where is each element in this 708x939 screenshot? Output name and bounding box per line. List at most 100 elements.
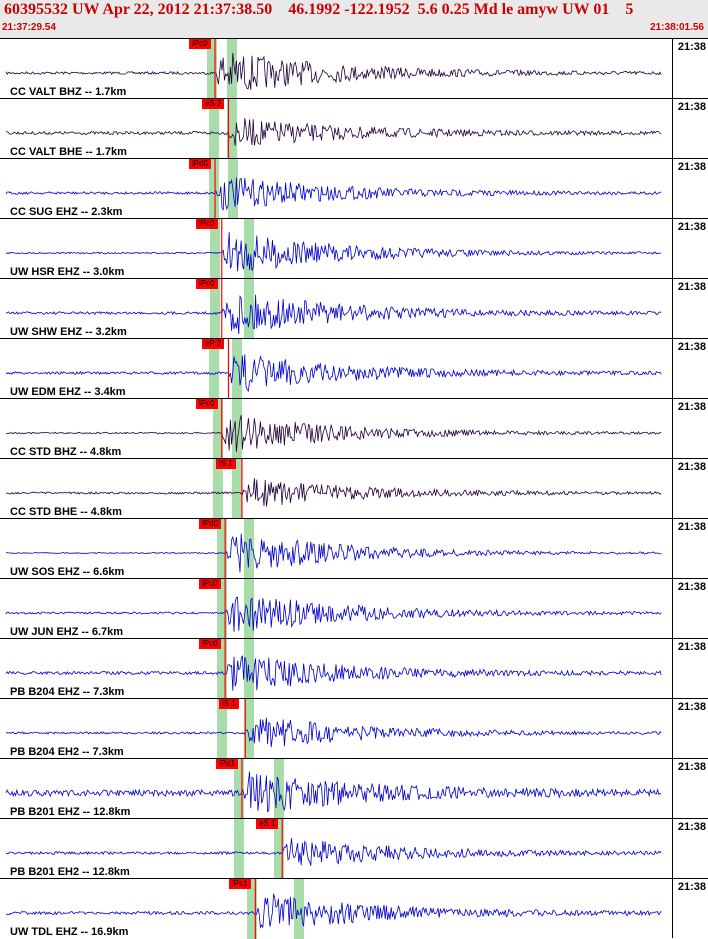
start-time: 21:37:29.54 [2, 22, 56, 33]
panel-time-label: 21:38 [677, 581, 706, 593]
time-window-band [234, 819, 244, 879]
waveform-trace [5, 533, 662, 573]
waveform-trace [5, 232, 662, 272]
channel-panel[interactable]: iPd0 UW SOS EHZ -- 6.6km 21:38 [0, 518, 708, 579]
panel-time-label: 21:38 [677, 701, 706, 713]
time-window-band [234, 759, 244, 819]
waveform-trace [5, 177, 662, 211]
waveform-trace [5, 415, 662, 453]
panel-time-label: 21:38 [677, 401, 706, 413]
waveform-plot [5, 639, 662, 699]
waveform-plot [5, 279, 662, 339]
phase-pick-flag[interactable]: iPc0 [196, 219, 218, 229]
channel-label: CC STD BHE -- 4.8km [10, 506, 122, 518]
end-time: 21:38:01.56 [650, 22, 704, 33]
waveform-plot [5, 39, 662, 99]
channel-panel[interactable]: iS 1 CC STD BHE -- 4.8km 21:38 [0, 458, 708, 519]
waveform-trace [5, 655, 662, 691]
phase-pick-flag[interactable]: iPc1 [229, 879, 251, 889]
phase-pick-flag[interactable]: iS 1 [216, 459, 236, 469]
phase-pick-flag[interactable]: iS 1 [219, 699, 239, 709]
channel-panel[interactable]: iPc0 UW JUN EHZ -- 6.7km 21:38 [0, 578, 708, 639]
channel-panel[interactable]: iPc0 CC STD BHZ -- 4.8km 21:38 [0, 398, 708, 459]
channel-panel[interactable]: iPd0 CC SUG EHZ -- 2.3km 21:38 [0, 158, 708, 219]
phase-pick-flag[interactable]: iPc0 [196, 279, 218, 289]
waveform-plot [5, 879, 662, 939]
waveform-trace [5, 596, 662, 632]
time-window-band [247, 879, 257, 939]
channel-label: CC VALT BHE -- 1.7km [10, 146, 127, 158]
waveform-plot [5, 459, 662, 519]
waveform-trace [5, 294, 662, 335]
time-window-band [217, 519, 227, 579]
channel-label: CC VALT BHZ -- 1.7km [10, 86, 127, 98]
time-window-band [213, 399, 223, 459]
time-window-band [244, 699, 254, 759]
waveform-plot [5, 699, 662, 759]
channel-panel[interactable]: iPc0 UW SHW EHZ -- 3.2km 21:38 [0, 278, 708, 339]
panel-time-label: 21:38 [677, 101, 706, 113]
panel-time-label: 21:38 [677, 41, 706, 53]
phase-pick-flag[interactable]: iPd1 [216, 759, 239, 769]
channel-panel[interactable]: eS 2 CC VALT BHE -- 1.7km 21:38 [0, 98, 708, 159]
time-window-band [210, 219, 220, 279]
channel-label: CC STD BHZ -- 4.8km [10, 446, 122, 458]
phase-pick-flag[interactable]: eS 1 [256, 819, 279, 829]
waveform-plot [5, 99, 662, 159]
channel-panel[interactable]: iS 1 PB B204 EH2 -- 7.3km 21:38 [0, 698, 708, 759]
time-window-band [244, 279, 254, 339]
waveform-trace [5, 717, 662, 748]
time-window-band [244, 219, 254, 279]
phase-pick-flag[interactable]: iPc0 [199, 579, 221, 589]
panel-time-label: 21:38 [677, 881, 706, 893]
event-header: 60395532 UW Apr 22, 2012 21:37:38.50 46.… [0, 0, 708, 39]
channel-panel[interactable]: iPc0 PB B204 EHZ -- 7.3km 21:38 [0, 638, 708, 699]
waveform-plot [5, 399, 662, 459]
time-window-band [209, 99, 219, 159]
waveform-plot [5, 159, 662, 219]
time-window-band [210, 279, 220, 339]
phase-pick-flag[interactable]: iPc0 [196, 399, 218, 409]
panel-time-label: 21:38 [677, 281, 706, 293]
waveform-plot [5, 819, 662, 879]
event-title: 60395532 UW Apr 22, 2012 21:37:38.50 46.… [4, 1, 634, 18]
phase-pick-flag[interactable]: iPc0 [189, 39, 211, 49]
channel-label: UW HSR EHZ -- 3.0km [10, 266, 125, 278]
panel-time-label: 21:38 [677, 521, 706, 533]
waveform-trace [5, 478, 662, 507]
channel-label: PB B204 EH2 -- 7.3km [10, 746, 124, 758]
phase-pick-flag[interactable]: iPd0 [199, 519, 222, 529]
time-window-band [217, 579, 227, 639]
time-window-band [232, 459, 242, 519]
time-window-band [213, 459, 223, 519]
phase-pick-flag[interactable]: eP 2 [202, 339, 225, 349]
channel-label: PB B201 EH2 -- 12.8km [10, 866, 130, 878]
channel-label: UW SOS EHZ -- 6.6km [10, 566, 125, 578]
seismogram-panels: iPc0 CC VALT BHZ -- 1.7km 21:38 eS 2 CC VALT… [0, 38, 708, 939]
time-window-band [232, 399, 242, 459]
channel-panel[interactable]: iPc0 UW HSR EHZ -- 3.0km 21:38 [0, 218, 708, 279]
waveform-plot [5, 219, 662, 279]
panel-time-label: 21:38 [677, 641, 706, 653]
panel-time-label: 21:38 [677, 761, 706, 773]
channel-panel[interactable]: iPd1 PB B201 EHZ -- 12.8km 21:38 [0, 758, 708, 819]
time-window-band [209, 159, 219, 219]
time-axis-divider [672, 38, 673, 938]
panel-time-label: 21:38 [677, 161, 706, 173]
channel-panel[interactable]: eS 1 PB B201 EH2 -- 12.8km 21:38 [0, 818, 708, 879]
waveform-trace [5, 838, 662, 866]
channel-label: CC SUG EHZ -- 2.3km [10, 206, 123, 218]
waveform-plot [5, 579, 662, 639]
waveform-trace [5, 52, 662, 90]
time-window-band [217, 699, 227, 759]
phase-pick-flag[interactable]: iPc0 [199, 639, 221, 649]
time-window-band [209, 339, 219, 399]
channel-panel[interactable]: iPc0 CC VALT BHZ -- 1.7km 21:38 [0, 38, 708, 99]
channel-panel[interactable]: eP 2 UW EDM EHZ -- 3.4km 21:38 [0, 338, 708, 399]
phase-pick-flag[interactable]: eS 2 [202, 99, 225, 109]
waveform-plot [5, 519, 662, 579]
waveform-trace [5, 354, 662, 392]
channel-panel[interactable]: iPc1 UW TDL EHZ -- 16.9km 21:38 [0, 878, 708, 939]
phase-pick-flag[interactable]: iPd0 [189, 159, 212, 169]
panel-time-label: 21:38 [677, 341, 706, 353]
